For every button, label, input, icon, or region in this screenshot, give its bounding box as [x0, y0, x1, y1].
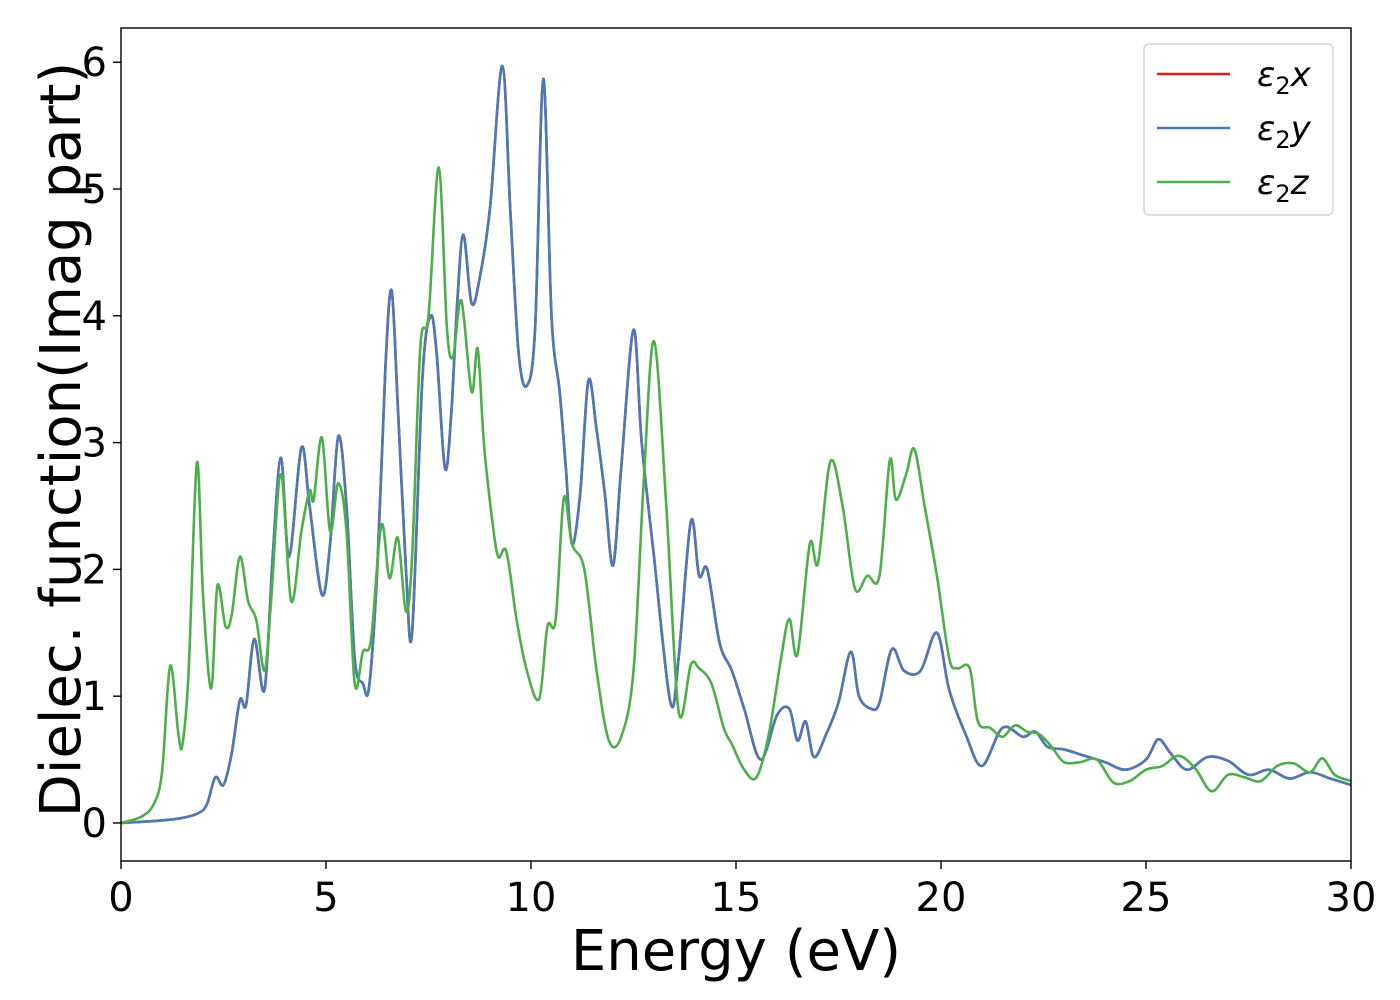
- x-tick-label: 30: [1326, 875, 1377, 921]
- x-tick-label: 25: [1121, 875, 1172, 921]
- legend-box: [1143, 43, 1334, 216]
- x-axis-label: Energy (eV): [571, 919, 901, 984]
- y-tick-label: 6: [82, 40, 107, 86]
- y-axis-label: Dielec. function(Imag part): [29, 62, 94, 818]
- x-tick-label: 5: [313, 875, 338, 921]
- legend-label: ε2y: [1257, 109, 1312, 154]
- legend-label-symbol: ε: [1257, 109, 1275, 149]
- series-layer: [120, 64, 1352, 825]
- y-tick-label: 1: [82, 674, 107, 720]
- legend-label-variable: x: [1290, 55, 1312, 95]
- x-tick-label: 10: [506, 875, 557, 921]
- legend-label-symbol: ε: [1257, 163, 1275, 203]
- ticks-layer: 0 5 10 15 20 25 30 0 1 2 3 4 5 6: [82, 40, 1377, 921]
- x-tick-label: 20: [916, 875, 967, 921]
- legend-label-symbol: ε: [1257, 55, 1275, 95]
- x-tick-label: 0: [108, 875, 133, 921]
- legend-label-subscript: 2: [1275, 72, 1290, 100]
- y-tick-label: 2: [82, 547, 107, 593]
- y-tick-label: 4: [82, 294, 107, 340]
- legend-label-variable: y: [1290, 109, 1312, 149]
- x-tick-label: 15: [711, 875, 762, 921]
- legend-label-subscript: 2: [1275, 180, 1290, 208]
- y-tick-label: 3: [82, 421, 107, 467]
- series-line-z: [120, 166, 1352, 825]
- legend-label: ε2x: [1257, 55, 1312, 100]
- y-tick-label: 0: [82, 801, 107, 847]
- legend-label: ε2z: [1257, 163, 1310, 208]
- legend-label-subscript: 2: [1275, 126, 1290, 154]
- y-tick-label: 5: [82, 167, 107, 213]
- legend-label-variable: z: [1290, 163, 1310, 203]
